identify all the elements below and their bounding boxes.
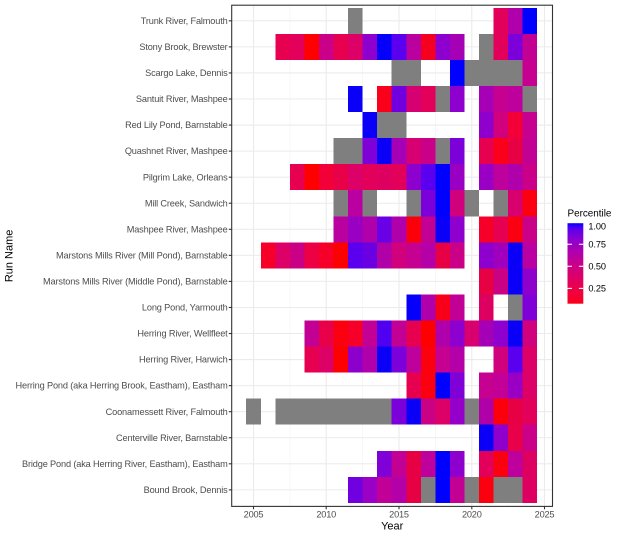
svg-text:Scargo Lake, Dennis: Scargo Lake, Dennis <box>145 68 228 78</box>
svg-text:Marstons Mills River (Middle P: Marstons Mills River (Middle Pond), Barn… <box>43 277 228 287</box>
svg-text:Mill Creek, Sandwich: Mill Creek, Sandwich <box>145 198 228 208</box>
svg-text:Year: Year <box>381 521 404 533</box>
svg-text:2015: 2015 <box>389 510 409 520</box>
svg-text:2010: 2010 <box>316 510 336 520</box>
svg-text:Mashpee River, Mashpee: Mashpee River, Mashpee <box>127 224 228 234</box>
svg-text:0.50: 0.50 <box>588 262 605 272</box>
svg-text:2020: 2020 <box>462 510 482 520</box>
svg-text:Coonamessett River, Falmouth: Coonamessett River, Falmouth <box>106 407 228 417</box>
svg-text:Herring River, Harwich: Herring River, Harwich <box>139 355 228 365</box>
svg-text:Santuit River, Mashpee: Santuit River, Mashpee <box>136 94 228 104</box>
svg-text:Percentile: Percentile <box>568 209 612 220</box>
svg-text:Bridge Pond (aka Herring River: Bridge Pond (aka Herring River, Eastham)… <box>22 459 228 469</box>
svg-text:0.75: 0.75 <box>588 240 605 250</box>
svg-text:Long Pond, Yarmouth: Long Pond, Yarmouth <box>142 303 228 313</box>
svg-text:1.00: 1.00 <box>588 222 605 232</box>
svg-text:Herring River, Wellfleet: Herring River, Wellfleet <box>137 329 228 339</box>
svg-text:Bound Brook, Dennis: Bound Brook, Dennis <box>144 485 229 495</box>
svg-text:Trunk River, Falmouth: Trunk River, Falmouth <box>141 16 228 26</box>
svg-text:0.25: 0.25 <box>588 284 605 294</box>
svg-text:Centerville River, Barnstable: Centerville River, Barnstable <box>116 433 228 443</box>
svg-text:Red Lily Pond, Barnstable: Red Lily Pond, Barnstable <box>125 120 228 130</box>
svg-text:Run Name: Run Name <box>3 230 15 283</box>
svg-text:Quashnet River, Mashpee: Quashnet River, Mashpee <box>125 146 228 156</box>
svg-text:Stony Brook, Brewster: Stony Brook, Brewster <box>139 42 227 52</box>
svg-text:2005: 2005 <box>244 510 264 520</box>
svg-text:Pilgrim Lake, Orleans: Pilgrim Lake, Orleans <box>143 172 228 182</box>
svg-text:Marstons Mills River (Mill Pon: Marstons Mills River (Mill Pond), Barnst… <box>56 250 228 260</box>
svg-text:Herring Pond (aka Herring Broo: Herring Pond (aka Herring Brook, Eastham… <box>16 381 229 391</box>
svg-text:2025: 2025 <box>535 510 555 520</box>
